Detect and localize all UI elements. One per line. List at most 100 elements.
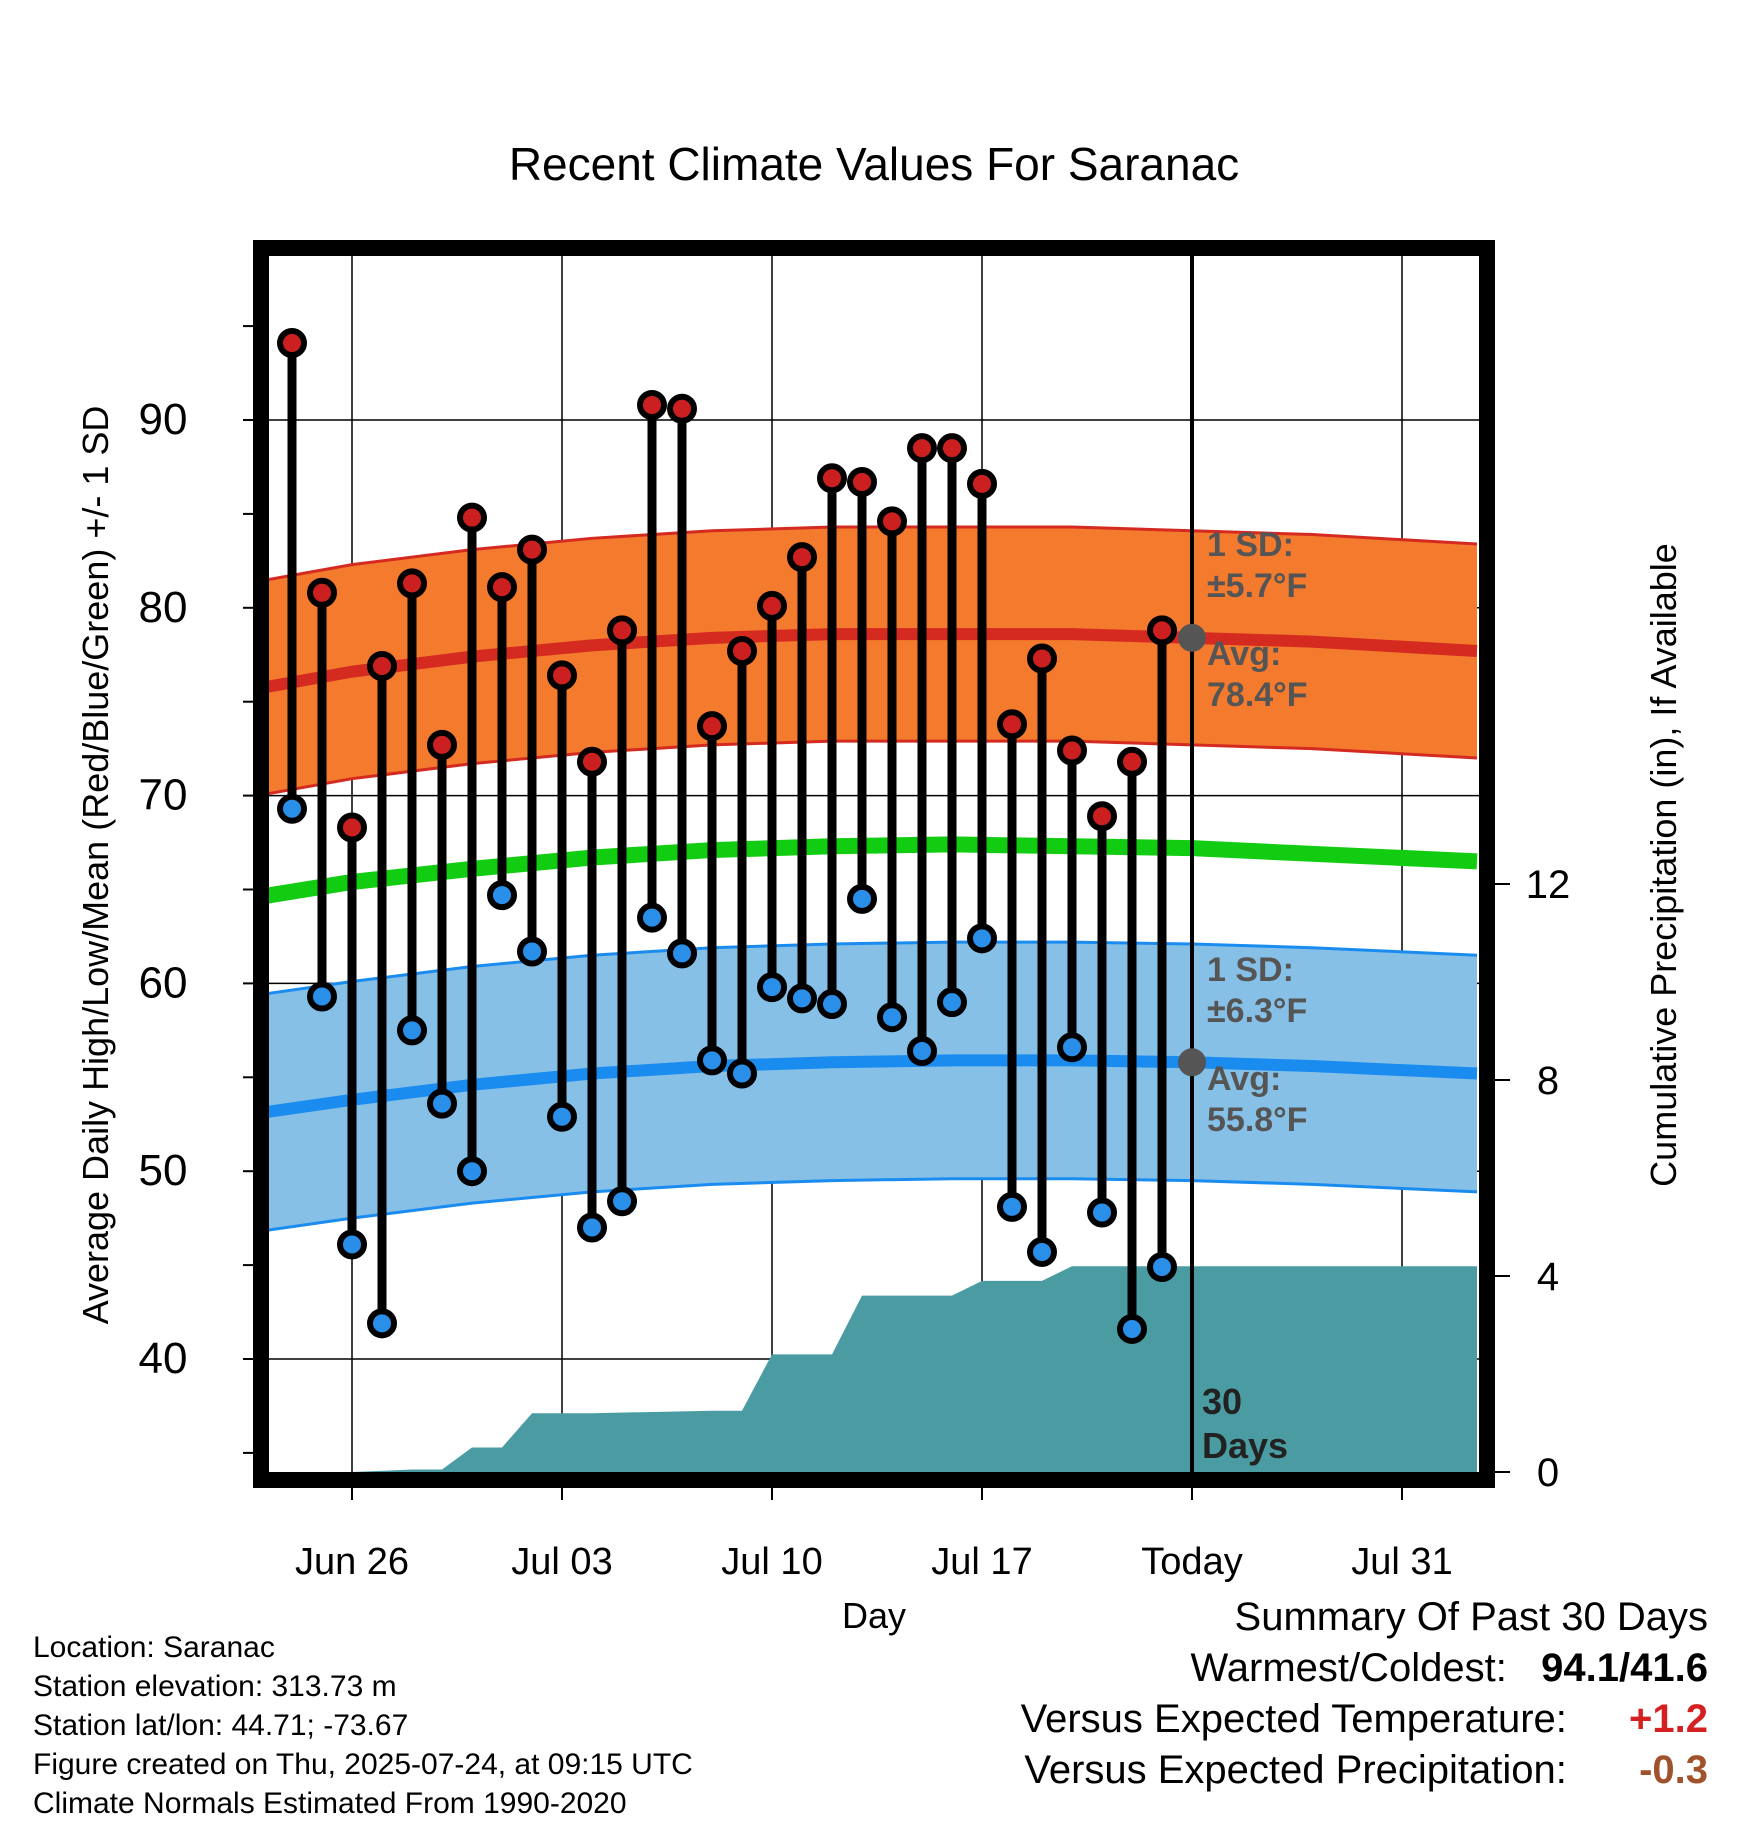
low-marker xyxy=(967,923,997,954)
low-marker xyxy=(547,1101,577,1132)
high-marker xyxy=(427,729,457,760)
high-marker xyxy=(277,328,307,359)
y-tick-label: 80 xyxy=(139,583,188,632)
summary-temp: Versus Expected Temperature: +1.2 xyxy=(1021,1694,1708,1745)
plot-frame xyxy=(253,240,1495,1488)
high-avg-value: 78.4°F xyxy=(1207,676,1308,714)
precip-label: Versus Expected Precipitation: xyxy=(1024,1748,1567,1792)
low-marker xyxy=(1087,1197,1117,1228)
high-marker xyxy=(1027,643,1057,674)
today-marker-group xyxy=(1178,255,1206,1472)
y-tick-label: 50 xyxy=(139,1146,188,1195)
summary-title: Summary Of Past 30 Days xyxy=(1234,1595,1708,1639)
y2-tick-label: 12 xyxy=(1526,863,1571,907)
low-marker xyxy=(667,938,697,969)
low-sd-band xyxy=(268,942,1477,1231)
y2-tick-label: 8 xyxy=(1537,1059,1559,1103)
x-tick-label: Today xyxy=(1141,1541,1242,1583)
days-word-label: Days xyxy=(1202,1425,1288,1466)
low-marker xyxy=(697,1045,727,1076)
high-marker xyxy=(667,393,697,424)
low-sd-value: ±6.3°F xyxy=(1207,992,1307,1030)
x-tick-label: Jul 10 xyxy=(721,1541,822,1583)
today-low-avg-dot xyxy=(1178,1048,1206,1077)
high-marker xyxy=(577,746,607,777)
y-axis-label: Average Daily High/Low/Mean (Red/Blue/Gr… xyxy=(75,406,116,1325)
low-marker xyxy=(817,989,847,1020)
y-tick-label: 40 xyxy=(139,1334,188,1383)
high-marker xyxy=(757,590,787,621)
high-marker xyxy=(487,572,517,603)
temp-value: +1.2 xyxy=(1629,1697,1708,1741)
low-marker xyxy=(877,1002,907,1033)
y-tick-label: 70 xyxy=(139,771,188,820)
low-marker xyxy=(1057,1032,1087,1063)
high-marker xyxy=(397,568,427,599)
station-info: Location: Saranac Station elevation: 313… xyxy=(33,1628,693,1823)
precip-area-group xyxy=(268,1266,1477,1472)
high-marker xyxy=(457,502,487,533)
high-marker xyxy=(517,534,547,565)
warm-cold-value: 94.1/41.6 xyxy=(1541,1646,1708,1690)
y2-tick-label: 0 xyxy=(1537,1451,1559,1495)
summary-warm-cold: Warmest/Coldest: 94.1/41.6 xyxy=(1021,1643,1709,1694)
high-avg-label: Avg: xyxy=(1207,635,1281,673)
warm-cold-label: Warmest/Coldest: xyxy=(1190,1646,1507,1690)
summary-precip: Versus Expected Precipitation: -0.3 xyxy=(1021,1745,1708,1796)
low-marker xyxy=(787,983,817,1014)
high-marker xyxy=(1087,801,1117,832)
low-marker xyxy=(577,1212,607,1243)
high-marker xyxy=(997,709,1027,740)
info-elevation: Station elevation: 313.73 m xyxy=(33,1670,397,1703)
low-marker xyxy=(607,1186,637,1217)
low-marker xyxy=(337,1229,367,1260)
low-marker xyxy=(1027,1236,1057,1267)
low-marker xyxy=(637,902,667,933)
high-marker xyxy=(937,433,967,464)
low-avg-label: Avg: xyxy=(1207,1060,1281,1098)
high-marker xyxy=(697,711,727,742)
info-location: Location: Saranac xyxy=(33,1631,275,1664)
low-marker xyxy=(727,1058,757,1089)
low-marker xyxy=(757,972,787,1003)
low-marker xyxy=(277,793,307,824)
high-marker xyxy=(307,577,337,608)
high-marker xyxy=(607,615,637,646)
high-marker xyxy=(817,463,847,494)
low-marker xyxy=(487,880,517,911)
high-marker xyxy=(1117,746,1147,777)
high-marker xyxy=(787,542,817,573)
high-sd-label: 1 SD: xyxy=(1207,526,1294,564)
info-latlon: Station lat/lon: 44.71; -73.67 xyxy=(33,1709,409,1742)
x-axis-label: Day xyxy=(842,1595,906,1636)
days-count-label: 30 xyxy=(1202,1381,1242,1422)
daily-markers xyxy=(277,328,1177,1344)
low-marker xyxy=(1117,1313,1147,1344)
x-tick-label: Jul 03 xyxy=(511,1541,612,1583)
high-marker xyxy=(547,660,577,691)
low-marker xyxy=(847,883,877,914)
high-marker xyxy=(727,635,757,666)
high-marker xyxy=(847,466,877,497)
y-tick-label: 90 xyxy=(139,395,188,444)
precip-value: -0.3 xyxy=(1639,1748,1708,1792)
low-marker xyxy=(907,1036,937,1067)
today-high-avg-dot xyxy=(1178,623,1206,652)
high-sd-value: ±5.7°F xyxy=(1207,567,1307,605)
low-marker xyxy=(367,1308,397,1339)
high-marker xyxy=(1147,615,1177,646)
low-marker xyxy=(457,1156,487,1187)
info-normals: Climate Normals Estimated From 1990-2020 xyxy=(33,1787,627,1820)
y2-tick-label: 4 xyxy=(1537,1255,1559,1299)
x-tick-label: Jul 31 xyxy=(1351,1541,1452,1583)
summary-panel: Summary Of Past 30 Days Warmest/Coldest:… xyxy=(1021,1592,1708,1796)
low-sd-band-lower-edge xyxy=(268,1177,1478,1232)
low-marker xyxy=(937,987,967,1018)
low-marker xyxy=(397,1015,427,1046)
high-marker xyxy=(1057,735,1087,766)
low-marker xyxy=(427,1088,457,1119)
low-avg-line xyxy=(268,1054,1478,1118)
y2-axis-label: Cumulative Precipitation (in), If Availa… xyxy=(1643,543,1684,1187)
x-tick-label: Jun 26 xyxy=(295,1541,409,1583)
